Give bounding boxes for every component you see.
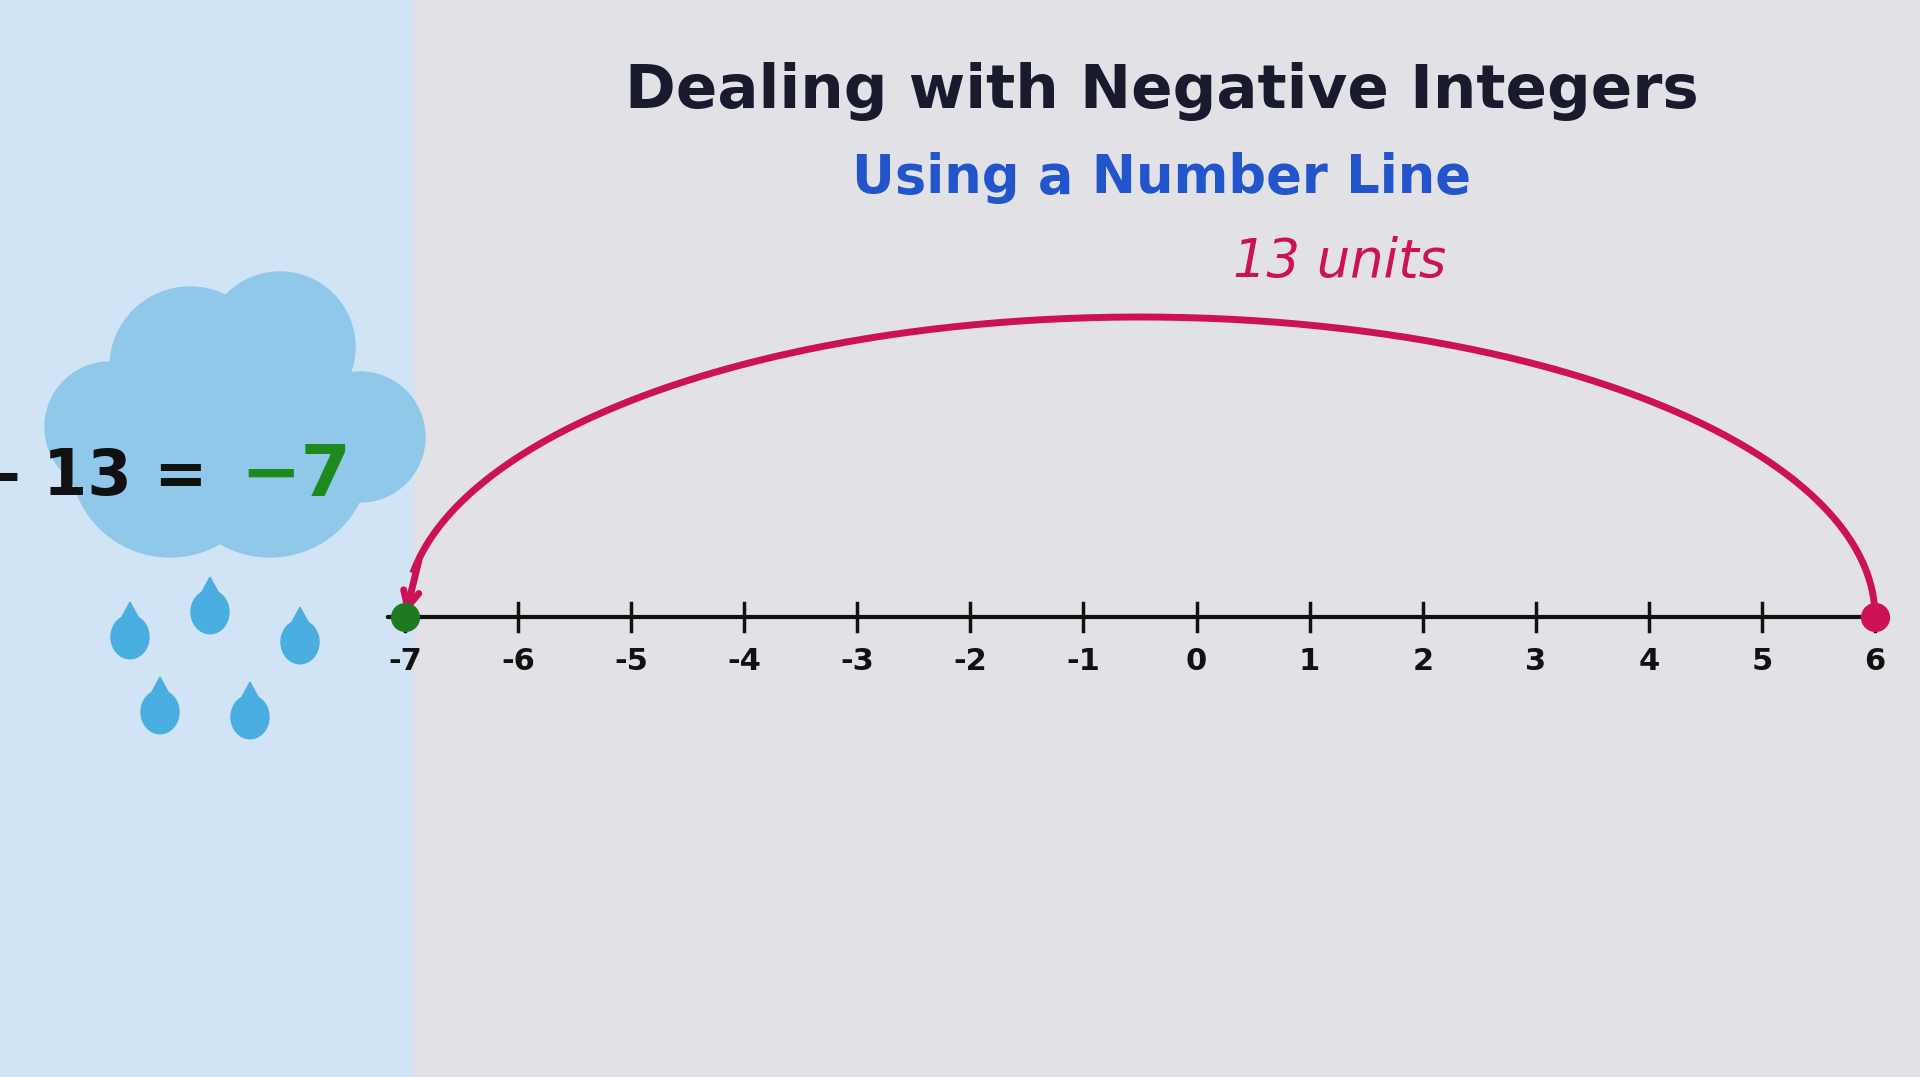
Ellipse shape <box>230 696 269 739</box>
Circle shape <box>205 272 355 422</box>
Text: 4: 4 <box>1638 647 1659 676</box>
Text: 3: 3 <box>1524 647 1546 676</box>
Text: 6 – 13 =: 6 – 13 = <box>0 446 230 508</box>
Text: -6: -6 <box>501 647 536 676</box>
Text: -2: -2 <box>954 647 987 676</box>
Text: −7: −7 <box>240 443 351 512</box>
Text: 1: 1 <box>1300 647 1321 676</box>
Ellipse shape <box>140 690 179 733</box>
Text: Dealing with Negative Integers: Dealing with Negative Integers <box>624 62 1699 121</box>
Circle shape <box>109 286 271 447</box>
Polygon shape <box>196 577 223 602</box>
Text: -5: -5 <box>614 647 649 676</box>
Text: 13 units: 13 units <box>1233 236 1446 288</box>
Text: 5: 5 <box>1751 647 1772 676</box>
Text: -7: -7 <box>388 647 422 676</box>
Circle shape <box>171 356 371 557</box>
Text: -4: -4 <box>728 647 760 676</box>
Polygon shape <box>286 607 313 631</box>
Circle shape <box>44 362 175 492</box>
Ellipse shape <box>280 620 319 663</box>
Circle shape <box>69 356 271 557</box>
Text: -1: -1 <box>1066 647 1100 676</box>
Polygon shape <box>146 677 173 701</box>
Circle shape <box>296 372 424 502</box>
Polygon shape <box>236 682 263 707</box>
Text: Using a Number Line: Using a Number Line <box>852 152 1471 204</box>
Text: 6: 6 <box>1864 647 1885 676</box>
Text: -3: -3 <box>841 647 874 676</box>
Polygon shape <box>117 602 144 627</box>
Ellipse shape <box>111 615 150 659</box>
Text: 0: 0 <box>1187 647 1208 676</box>
Text: 2: 2 <box>1411 647 1432 676</box>
Ellipse shape <box>190 590 228 633</box>
